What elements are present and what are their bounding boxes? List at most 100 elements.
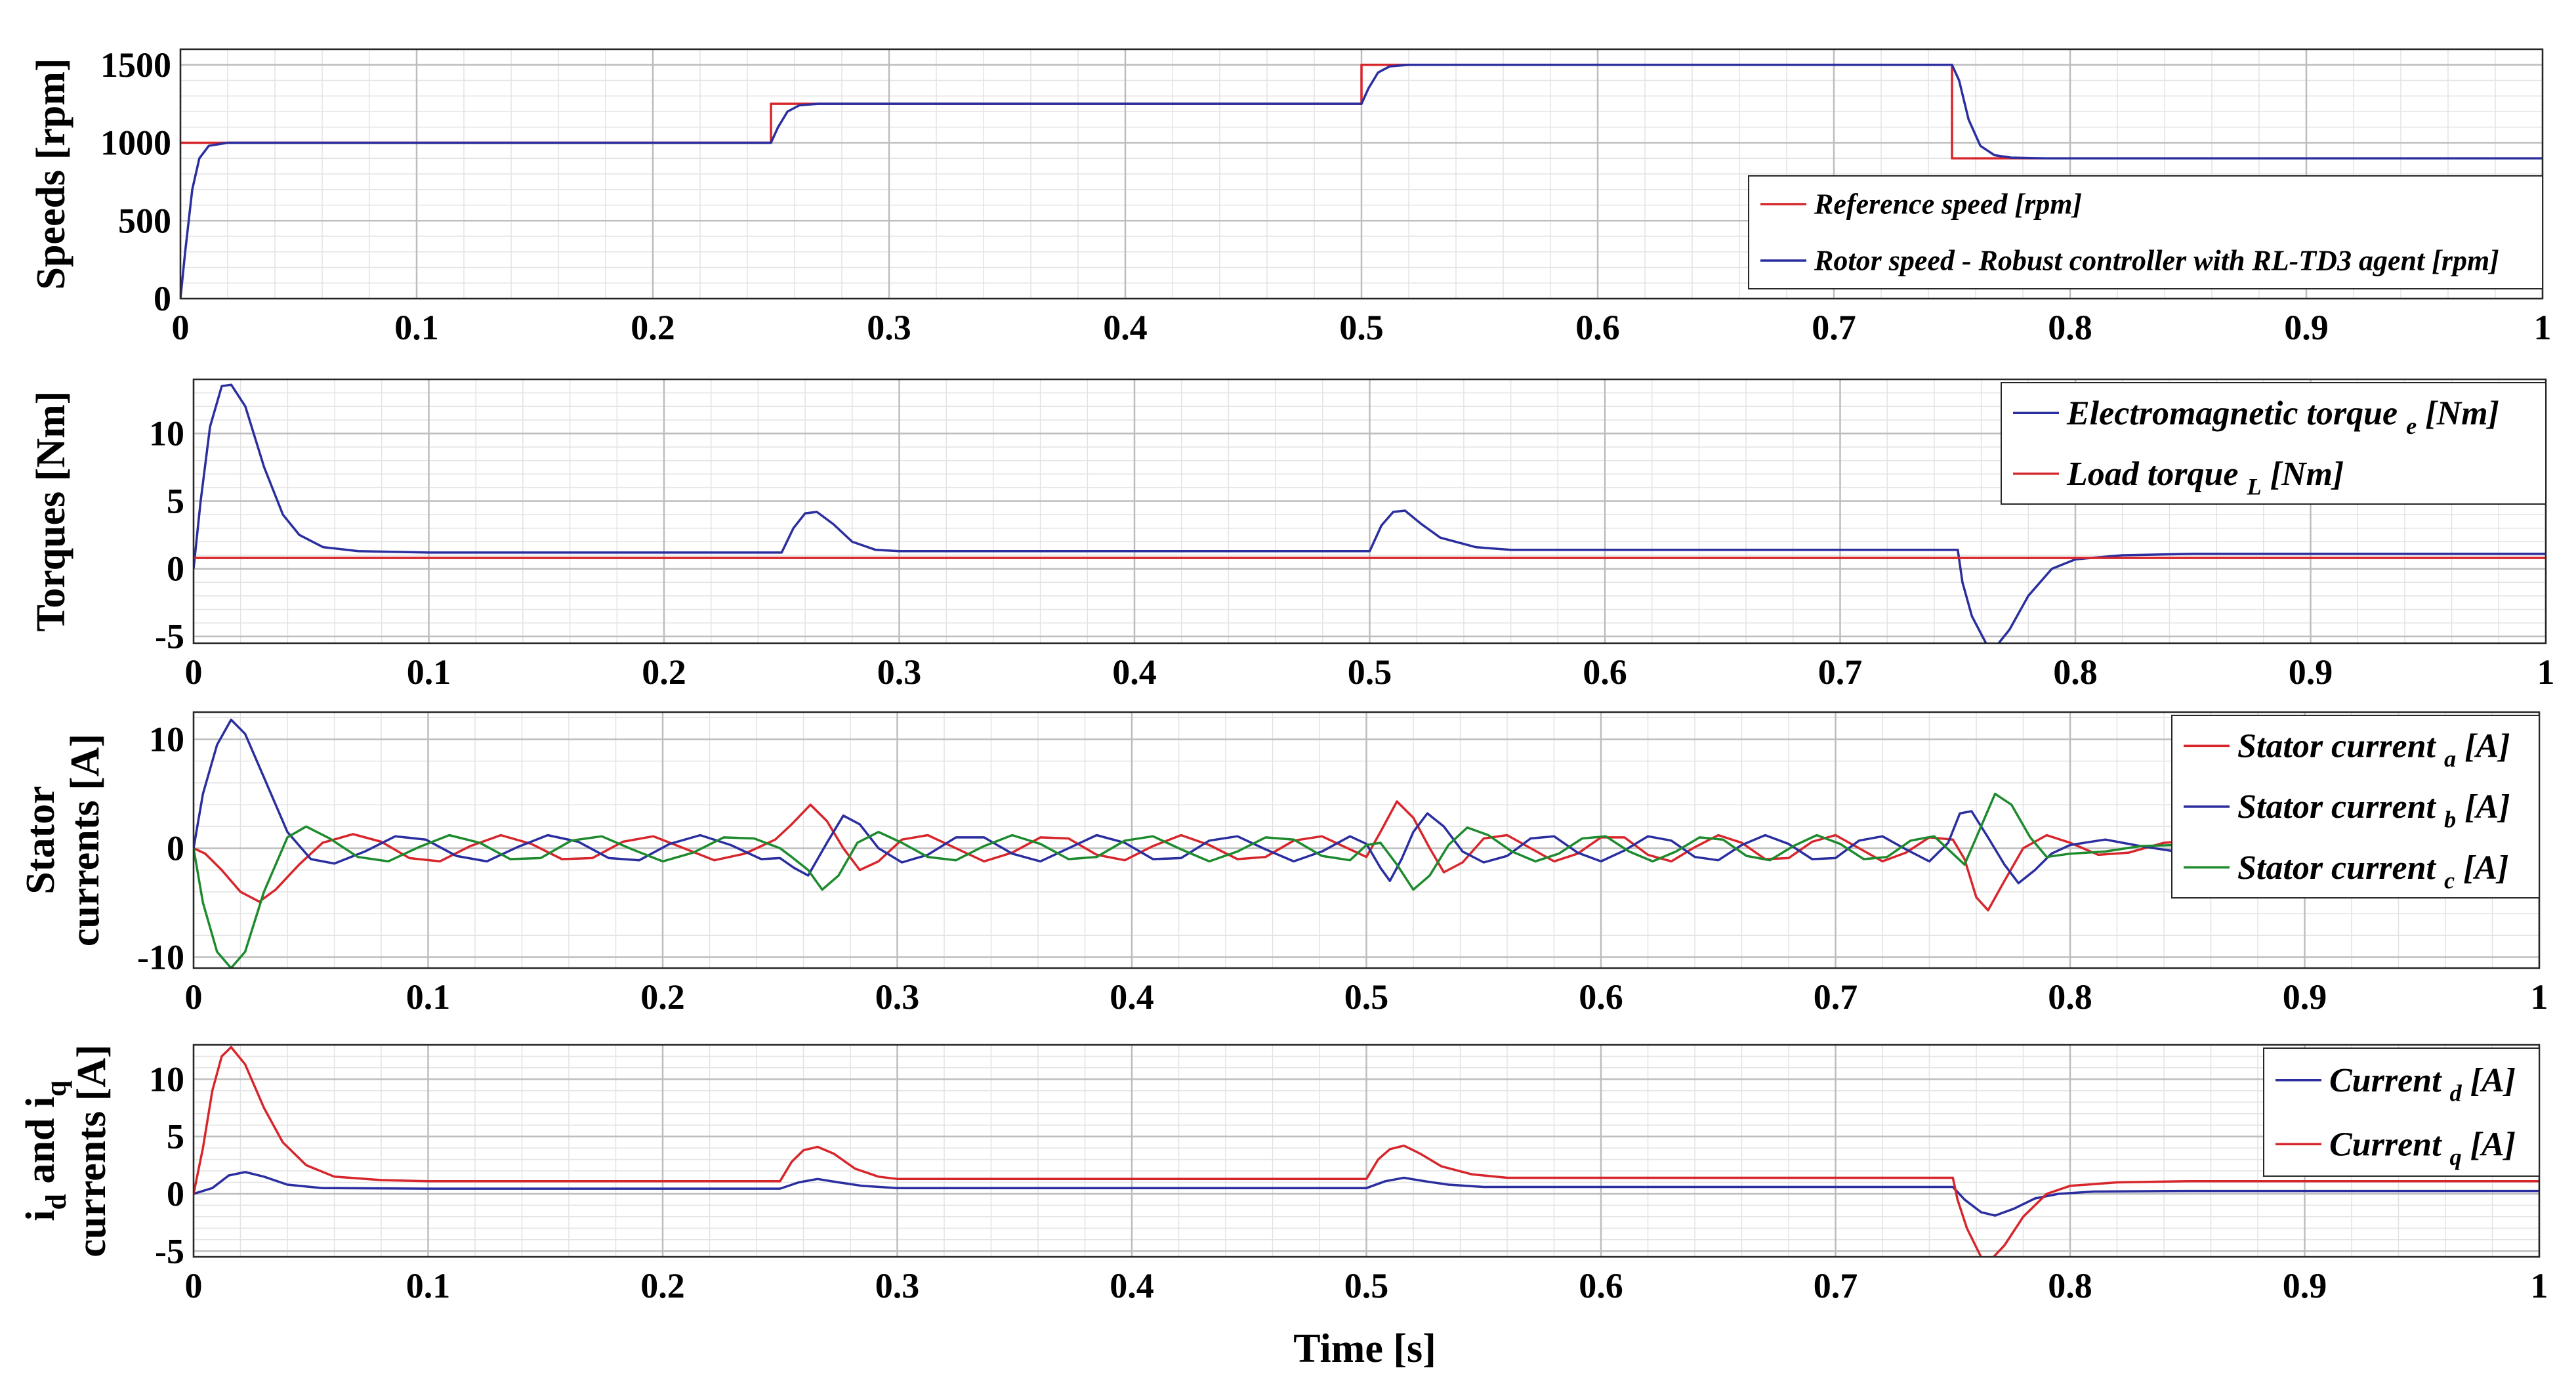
y-tick-label: -5 [155, 617, 184, 656]
series-line-green [194, 792, 2539, 968]
y-tick-label: 0 [167, 549, 184, 589]
x-tick-label: 0.8 [2048, 308, 2092, 347]
series-line-blue [194, 383, 2546, 643]
x-tick-label: 0.7 [1818, 652, 1863, 692]
y-tick-label: 5 [167, 482, 184, 521]
x-tick-label: 0.3 [875, 1266, 920, 1305]
y-tick-label: 1500 [100, 45, 171, 85]
legend-entry: Electromagnetic torque e [Nm] [2066, 394, 2499, 439]
x-tick-label: 0.9 [2289, 652, 2333, 692]
x-tick-label: 0.3 [867, 308, 911, 347]
x-ticks: 0 0.1 0.2 0.3 0.4 0.5 0.6 0.7 0.8 0.9 1 [172, 308, 2552, 347]
x-tick-label: 0.9 [2283, 977, 2327, 1017]
x-ticks: 0 0.1 0.2 0.3 0.4 0.5 0.6 0.7 0.8 0.9 1 [185, 1266, 2548, 1305]
legend-entry: Rotor speed - Robust controller with RL-… [1814, 245, 2499, 277]
x-tick-label: 1 [2531, 977, 2548, 1017]
x-tick-label: 0.5 [1348, 652, 1392, 692]
x-tick-label: 0.1 [406, 1266, 451, 1305]
legend-box [1748, 175, 2543, 289]
series-line-blue [180, 64, 2543, 299]
legend-entry: Stator current c [A] [2237, 849, 2508, 894]
x-tick-label: 0 [185, 977, 203, 1017]
x-tick-label: 0.2 [642, 652, 686, 692]
x-tick-label: 0.2 [640, 1266, 685, 1305]
x-tick-label: 0.6 [1583, 652, 1627, 692]
series-group [180, 64, 2543, 299]
x-axis-label: Time [s] [1293, 1326, 1436, 1371]
x-tick-label: 0.5 [1339, 308, 1384, 347]
y-ticks: -5 0 5 10 [149, 1059, 184, 1271]
x-ticks: 0 0.1 0.2 0.3 0.4 0.5 0.6 0.7 0.8 0.9 1 [185, 977, 2548, 1017]
x-tick-label: 0.6 [1575, 308, 1620, 347]
series-line-red [180, 64, 2543, 160]
x-tick-label: 0.9 [2284, 308, 2329, 347]
x-tick-label: 0.5 [1344, 1266, 1389, 1305]
panel-2: 0 0.1 0.2 0.3 0.4 0.5 0.6 0.7 0.8 0.9 1-50510Elect… [29, 378, 2555, 692]
y-axis-label: Torques [Nm] [29, 391, 73, 632]
x-tick-label: 0 [185, 1266, 203, 1305]
y-ticks: -5 0 5 10 [149, 413, 184, 656]
x-tick-label: 0.1 [406, 977, 451, 1017]
x-tick-label: 0.6 [1579, 1266, 1623, 1305]
legend-entry: Stator current a [A] [2237, 727, 2510, 772]
legend-box [2263, 1047, 2540, 1177]
legend: Electromagnetic torque e [Nm] Load torque… [2001, 382, 2546, 505]
legend-entry: Current q [A] [2329, 1126, 2516, 1170]
panels: 0 0.1 0.2 0.3 0.4 0.5 0.6 0.7 0.8 0.9 105001000150… [18, 45, 2555, 1305]
x-tick-label: 1 [2537, 652, 2555, 692]
legend-entry: Reference speed [rpm] [1814, 188, 2082, 221]
x-tick-label: 0 [185, 652, 203, 692]
x-tick-label: 0.7 [1812, 308, 1856, 347]
series-line-red [194, 800, 2539, 912]
x-tick-label: 0.1 [407, 652, 451, 692]
y-axis-label: currents [A] [63, 734, 108, 946]
y-tick-label: -10 [137, 937, 184, 977]
x-tick-label: 0.4 [1103, 308, 1148, 347]
y-tick-label: 0 [167, 1174, 184, 1214]
x-tick-label: 0.2 [640, 977, 685, 1017]
x-tick-label: 0.2 [631, 308, 675, 347]
y-axis-label: id and iq [18, 1080, 72, 1221]
legend-box [2001, 382, 2546, 505]
y-axis-label: Speeds [rpm] [29, 58, 73, 289]
x-tick-label: 0.3 [877, 652, 922, 692]
y-tick-label: 10 [149, 719, 184, 759]
x-tick-label: 1 [2531, 1266, 2548, 1305]
legend: Current d [A] Current q [A] [2263, 1047, 2540, 1177]
series-group [194, 718, 2539, 968]
x-ticks: 0 0.1 0.2 0.3 0.4 0.5 0.6 0.7 0.8 0.9 1 [185, 652, 2555, 692]
y-tick-label: 0 [154, 279, 171, 318]
x-tick-label: 0.7 [1814, 1266, 1858, 1305]
y-ticks: 0 500 1000 1500 [100, 45, 171, 318]
x-tick-label: 0.4 [1110, 1266, 1154, 1305]
series-group [194, 383, 2546, 643]
y-tick-label: -5 [155, 1231, 184, 1271]
panel-1: 0 0.1 0.2 0.3 0.4 0.5 0.6 0.7 0.8 0.9 1 0 500 1000 150… [29, 45, 2552, 347]
x-tick-label: 0.9 [2283, 1266, 2327, 1305]
x-tick-label: 0.3 [875, 977, 920, 1017]
y-tick-label: 5 [167, 1117, 184, 1156]
x-tick-label: 1 [2534, 308, 2552, 347]
x-tick-label: 0.4 [1110, 977, 1154, 1017]
y-tick-label: 0 [167, 828, 184, 868]
x-tick-label: 0.1 [394, 308, 439, 347]
legend-entry: Load torque L [Nm] [2066, 455, 2344, 500]
axes-frame [179, 48, 2544, 300]
y-axis-label: currents [A] [70, 1044, 114, 1257]
x-tick-label: 0.8 [2048, 1266, 2092, 1305]
y-tick-label: 10 [149, 1059, 184, 1099]
legend-box [2171, 715, 2540, 899]
x-tick-label: 0.4 [1112, 652, 1157, 692]
x-tick-label: 0.8 [2048, 977, 2092, 1017]
x-tick-label: 0.6 [1579, 977, 1623, 1017]
series-line-red [194, 1046, 2539, 1257]
legend: Reference speed [rpm] Rotor speed - Robus… [1748, 175, 2543, 289]
y-tick-label: 10 [149, 413, 184, 453]
legend: Stator current a [A] Stator current b [A]… [2171, 715, 2540, 899]
y-tick-label: 500 [118, 201, 171, 240]
series-group [194, 1046, 2539, 1257]
series-line-blue [194, 1171, 2539, 1217]
